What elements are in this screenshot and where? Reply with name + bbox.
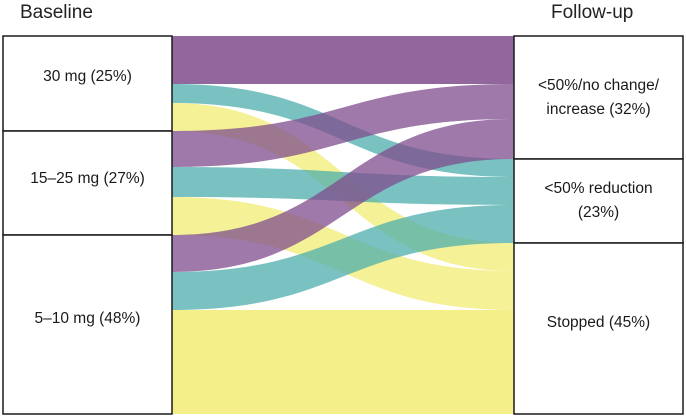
label-followup-no-change-line2: increase (32%) <box>546 100 651 118</box>
node-baseline-30mg <box>2 35 173 132</box>
label-followup-stopped: Stopped (45%) <box>514 243 683 403</box>
label-baseline-5-10mg: 5–10 mg (48%) <box>34 310 141 327</box>
header-followup: Follow-up <box>551 2 634 23</box>
label-followup-reduction: <50% reduction (23%) <box>514 159 683 243</box>
label-followup-no-change-line1: <50%/no change/ <box>537 76 660 94</box>
label-followup-reduction-line2: (23%) <box>577 204 620 221</box>
node-followup-no-change <box>513 35 684 160</box>
flows <box>172 36 514 414</box>
node-followup-stopped <box>513 242 684 415</box>
label-baseline-30mg: 30 mg (25%) <box>43 68 132 85</box>
label-followup-reduction-line1: <50% reduction <box>544 180 653 197</box>
flow-5-10mg-to-reduction <box>172 205 514 310</box>
flow-30mg-to-no-change <box>172 36 514 84</box>
flow-5-10mg-to-no-change <box>172 119 514 272</box>
header-baseline: Baseline <box>20 2 93 23</box>
node-followup-reduction <box>513 158 684 244</box>
flow-15-25mg-to-no-change <box>172 84 514 167</box>
nodes <box>2 35 684 415</box>
label-baseline-15-25mg: 15–25 mg (27%) <box>30 170 145 187</box>
node-baseline-15-25mg <box>2 130 173 236</box>
label-followup-no-change: <50%/no change/ increase (32%) <box>514 36 683 159</box>
flow-5-10mg-to-stopped <box>172 310 514 414</box>
label-followup-stopped-line1: Stopped (45%) <box>546 314 651 331</box>
node-baseline-5-10mg <box>2 234 173 415</box>
